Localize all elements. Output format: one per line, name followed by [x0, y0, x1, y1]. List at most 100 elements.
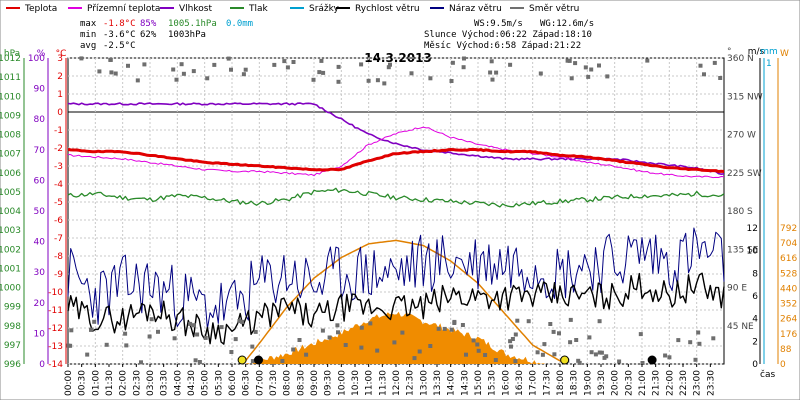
wind-direction-dot [663, 353, 668, 358]
x-tick-label-37: 18:30 [570, 370, 580, 396]
wind-direction-dot [233, 337, 238, 342]
legend-label-3: Tlak [248, 4, 269, 14]
wind-direction-dot [291, 347, 296, 352]
wind-direction-dot [417, 349, 422, 354]
wind-direction-dot [676, 338, 681, 343]
x-tick-label-45: 22:30 [679, 370, 689, 396]
wind-direction-dot [409, 71, 414, 76]
temperature-tick-12: -9 [54, 270, 63, 280]
wind-direction-dot [490, 77, 495, 82]
wind-direction-dot [493, 358, 498, 362]
wind-direction-dot [599, 350, 604, 355]
temperature-tick-13: -10 [48, 288, 63, 298]
pressure-unit: hPa [4, 49, 20, 59]
wind-direction-dot [68, 343, 73, 348]
moon-marker-0 [254, 355, 264, 365]
wind-direction-dot [442, 326, 447, 331]
wind-direction-dot [569, 76, 574, 81]
x-tick-label-13: 06:30 [242, 370, 252, 396]
x-tick-label-31: 15:30 [488, 370, 498, 396]
pressure-tick-12: 1000 [0, 284, 21, 294]
wind-direction-dot [513, 359, 518, 364]
stat-max-rain: 0.0mm [226, 19, 253, 29]
wind-direction-dot [253, 329, 258, 334]
stat-max-hum: 85% [140, 19, 157, 29]
wind-direction-dot [336, 330, 340, 335]
pressure-tick-1: 1011 [0, 73, 21, 83]
legend-label-0: Teplota [24, 4, 57, 14]
x-tick-label-39: 19:30 [597, 370, 607, 396]
wind-direction-dot [179, 62, 184, 67]
wind-direction-dot [219, 325, 224, 330]
x-tick-label-23: 11:30 [378, 370, 388, 396]
pressure-tick-7: 1005 [0, 188, 21, 198]
x-tick-label-0: 00:00 [64, 370, 74, 396]
wind-direction-dot [171, 67, 176, 72]
wind-direction-dot [515, 318, 520, 323]
humidity-tick-7: 30 [34, 268, 46, 278]
wind-direction-dot [526, 319, 531, 324]
wind-direction-dot [488, 70, 493, 75]
humidity-tick-0: 100 [28, 54, 45, 64]
x-tick-label-18: 09:00 [310, 370, 320, 396]
wind-direction-dot [124, 343, 129, 348]
direction-tick-5: 135 SE [727, 245, 759, 255]
x-tick-label-27: 13:30 [433, 370, 443, 396]
pressure-tick-11: 1001 [0, 264, 21, 274]
x-tick-label-11: 05:30 [214, 370, 224, 396]
legend-label-4: Srážky [309, 4, 340, 14]
wind-direction-dot [229, 67, 233, 72]
wind-direction-dot [605, 74, 610, 79]
wind-direction-dot [464, 352, 468, 357]
pressure-tick-16: 996 [4, 360, 21, 370]
wind-direction-dot [597, 319, 602, 324]
wind-direction-dot [291, 60, 296, 64]
wind-direction-dot [89, 327, 94, 332]
x-tick-label-14: 07:00 [255, 370, 265, 396]
stat-ws: WS:9.5m/s [474, 19, 523, 29]
wind-tick-1: 10 [747, 247, 759, 257]
humidity-tick-4: 60 [34, 176, 46, 186]
x-tick-label-29: 14:30 [460, 370, 470, 396]
wind-direction-dot [711, 336, 716, 341]
wind-direction-dot [510, 337, 515, 341]
temperature-tick-9: -6 [54, 216, 63, 226]
wind-direction-dot [336, 79, 341, 84]
x-tick-label-44: 22:00 [665, 370, 675, 396]
temperature-tick-8: -5 [54, 198, 63, 208]
stat-max-press: 1005.1hPa [168, 19, 217, 29]
wind-direction-dot [535, 350, 540, 355]
x-tick-label-2: 01:00 [91, 370, 101, 396]
wind-direction-dot [336, 64, 341, 69]
wind-direction-dot [359, 345, 364, 350]
wind-direction-dot [311, 77, 316, 82]
solar-tick-5: 352 [780, 300, 797, 310]
x-tick-label-17: 08:30 [296, 370, 306, 396]
legend-label-6: Náraz větru [449, 4, 502, 14]
wind-direction-dot [697, 341, 702, 346]
stat-moon: Měsíc Východ:6:58 Západ:21:22 [424, 41, 581, 51]
wind-direction-dot [513, 332, 518, 337]
wind-direction-dot [551, 329, 556, 334]
pressure-tick-8: 1004 [0, 207, 21, 217]
wind-direction-dot [428, 344, 433, 348]
wind-direction-dot [583, 65, 588, 70]
wind-direction-dot [640, 361, 645, 365]
stat-avg-label: avg [80, 41, 96, 51]
x-tick-label-7: 03:30 [160, 370, 170, 396]
temperature-tick-7: -4 [54, 180, 63, 190]
wind-direction-dot [698, 63, 703, 68]
sun-marker-0 [237, 355, 247, 365]
wind-tick-4: 4 [752, 315, 758, 325]
wind-direction-dot [135, 78, 140, 83]
temperature-tick-1: 2 [57, 72, 63, 82]
wind-direction-dot [237, 319, 242, 324]
legend-label-1: Přízemní teplota [87, 4, 160, 14]
wind-direction-dot [494, 70, 499, 75]
wind-direction-dot [568, 340, 573, 345]
stat-min-hum: 62% [140, 30, 157, 40]
wind-direction-dot [568, 317, 573, 322]
x-tick-label-38: 19:00 [583, 370, 593, 396]
wind-direction-dot [113, 71, 118, 76]
x-tick-label-8: 04:00 [173, 370, 183, 396]
